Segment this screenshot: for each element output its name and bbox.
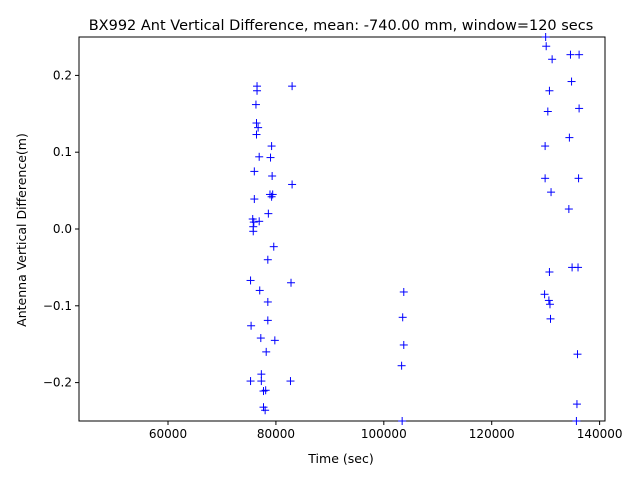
data-point (540, 290, 549, 299)
data-point (548, 55, 557, 64)
data-point (267, 192, 276, 201)
data-point (288, 82, 297, 91)
data-point (263, 297, 272, 306)
y-tick-label: −0.2 (43, 376, 72, 390)
data-point (259, 387, 268, 396)
data-point (545, 300, 554, 309)
data-point (398, 313, 407, 322)
data-point (543, 107, 552, 116)
data-point (575, 104, 584, 113)
data-point (545, 268, 554, 277)
markers (246, 33, 584, 425)
data-point (564, 205, 573, 214)
y-tick-label: 0.0 (53, 222, 72, 236)
x-tick-label: 120000 (469, 427, 515, 441)
data-point (252, 130, 261, 139)
data-point (572, 417, 581, 425)
data-point (565, 133, 574, 142)
data-point (286, 377, 295, 386)
data-point (270, 336, 279, 345)
data-point (541, 174, 550, 183)
data-point (547, 188, 556, 197)
data-point (541, 33, 550, 41)
y-tick-label: 0.2 (53, 68, 72, 82)
data-point (398, 417, 407, 425)
data-point (399, 340, 408, 349)
data-point (287, 278, 296, 287)
data-point (544, 296, 553, 305)
data-point (246, 276, 255, 285)
data-point (247, 321, 256, 330)
data-point (254, 123, 263, 132)
x-axis: 60000 80000 100000 120000 140000 (149, 421, 623, 441)
data-point (545, 86, 554, 95)
data-point (257, 370, 266, 379)
data-point (263, 255, 272, 264)
data-point (399, 287, 408, 296)
y-axis-label: Antenna Vertical Difference(m) (14, 133, 29, 327)
data-point (253, 86, 262, 95)
data-point (574, 263, 583, 272)
data-point (251, 100, 260, 109)
data-point (264, 209, 273, 218)
data-point (255, 152, 264, 161)
x-tick-label: 100000 (361, 427, 407, 441)
data-point (249, 227, 258, 236)
data-point (246, 377, 255, 386)
data-point (573, 350, 582, 359)
data-point (268, 172, 277, 181)
data-point (567, 77, 576, 86)
data-point (252, 119, 261, 128)
data-point (263, 316, 272, 325)
data-point (572, 400, 581, 409)
data-point (262, 347, 271, 356)
data-point (249, 218, 258, 227)
data-point (256, 334, 265, 343)
data-point (397, 361, 406, 370)
data-point (250, 167, 259, 176)
y-tick-label: 0.1 (53, 145, 72, 159)
y-axis: −0.2 −0.1 0.0 0.1 0.2 (43, 68, 79, 390)
data-point (257, 377, 266, 386)
data-point (261, 386, 270, 395)
data-point (542, 42, 551, 51)
data-point (575, 50, 584, 59)
x-tick-label: 60000 (149, 427, 187, 441)
x-axis-label: Time (sec) (307, 451, 373, 466)
data-point (546, 314, 555, 323)
data-point (566, 50, 575, 59)
data-point (255, 286, 264, 295)
data-point (574, 174, 583, 183)
data-point (288, 180, 297, 189)
data-point (266, 153, 275, 162)
x-tick-label: 140000 (577, 427, 623, 441)
y-tick-label: −0.1 (43, 299, 72, 313)
data-point (250, 195, 259, 204)
x-tick-label: 80000 (257, 427, 295, 441)
data-point (261, 406, 270, 415)
data-point (541, 142, 550, 151)
data-point (269, 242, 278, 251)
chart-title: BX992 Ant Vertical Difference, mean: -74… (89, 18, 594, 34)
data-point (267, 142, 276, 151)
data-point (255, 217, 264, 226)
